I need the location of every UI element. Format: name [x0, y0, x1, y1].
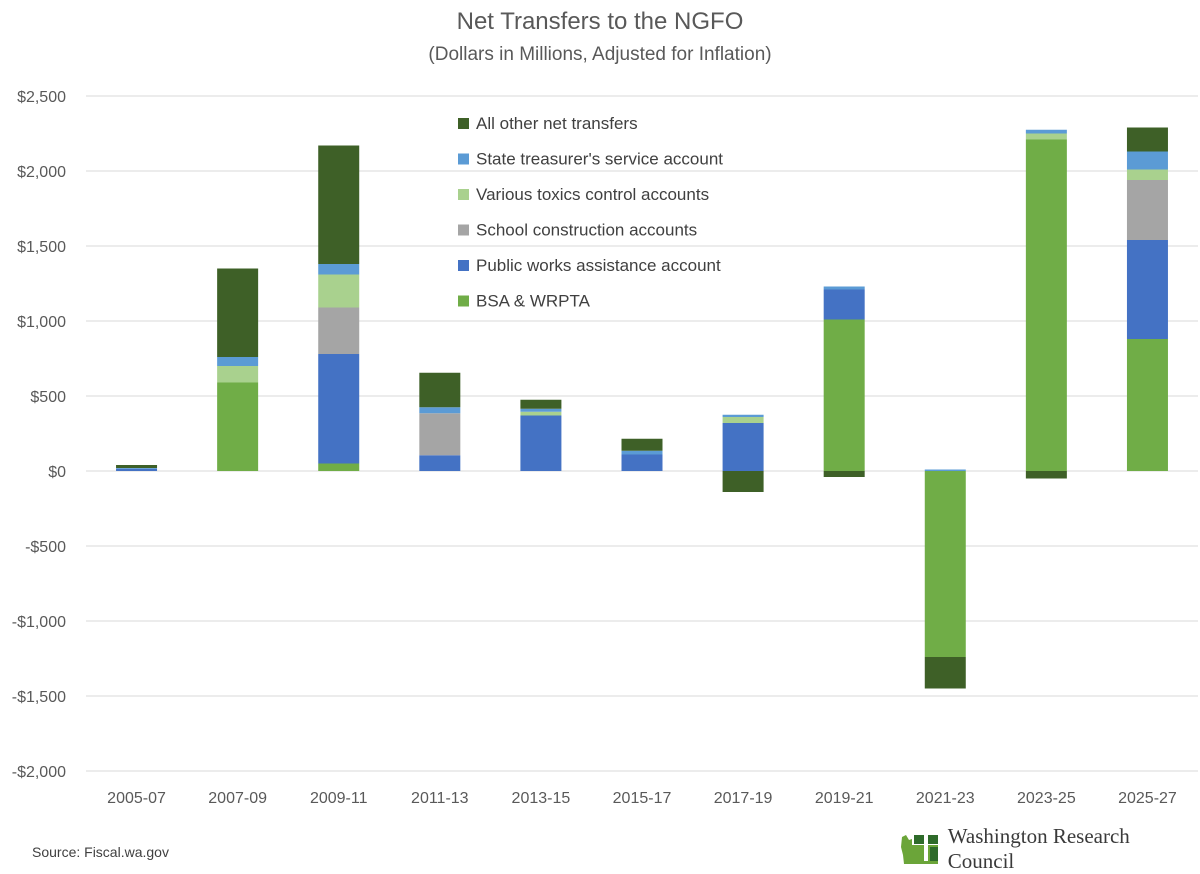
legend-swatch-bsa [458, 295, 469, 307]
legend-swatch-treasurer [458, 153, 469, 165]
y-tick-label: -$2,000 [12, 764, 66, 781]
bar-segment-toxics-2017-19 [722, 417, 764, 423]
y-tick-label: $2,000 [17, 164, 66, 181]
bar-segment-bsa-2023-25 [1025, 139, 1067, 471]
y-tick-label: -$1,000 [12, 614, 66, 631]
legend-swatch-other [458, 118, 469, 129]
bar-segment-school-2011-13 [419, 413, 461, 456]
bar-segment-treasurer-2009-11 [318, 264, 360, 275]
bar-segment-school-2009-11 [318, 307, 360, 354]
x-tick-label: 2023-25 [1017, 790, 1076, 807]
bar-segment-treasurer-2015-17 [621, 450, 663, 455]
bar-segment-other-2017-19 [722, 471, 764, 492]
bar-segment-public_works-2009-11 [318, 354, 360, 464]
x-tick-label: 2021-23 [916, 790, 975, 807]
x-tick-label: 2007-09 [208, 790, 267, 807]
y-tick-label: $2,500 [17, 89, 66, 106]
bar-segment-other-2019-21 [823, 471, 865, 477]
legend-label-bsa: BSA & WRPTA [476, 292, 591, 311]
bar-segment-treasurer-2025-27 [1126, 151, 1168, 170]
bar-segment-other-2025-27 [1126, 127, 1168, 152]
bar-segment-other-2013-15 [520, 399, 562, 409]
bar-segment-treasurer-2021-23 [924, 469, 966, 471]
x-tick-label: 2009-11 [310, 790, 368, 807]
bar-segment-public_works-2011-13 [419, 455, 461, 471]
chart-title: Net Transfers to the NGFO [456, 8, 744, 35]
washington-state-icon [901, 835, 938, 864]
bar-segment-treasurer-2005-07 [116, 468, 158, 469]
bar-segment-toxics-2025-27 [1126, 169, 1168, 180]
legend-swatch-school [458, 224, 469, 236]
bar-segment-other-2005-07 [116, 465, 158, 468]
y-tick-label: -$500 [25, 539, 66, 556]
y-tick-label: $1,000 [17, 314, 66, 331]
bar-segment-treasurer-2023-25 [1025, 129, 1067, 134]
x-tick-label: 2005-07 [107, 790, 166, 807]
y-tick-label: -$1,500 [12, 689, 66, 706]
bar-segment-toxics-2013-15 [520, 411, 562, 416]
y-tick-label: $0 [48, 464, 66, 481]
bar-segment-treasurer-2019-21 [823, 286, 865, 290]
x-tick-label: 2025-27 [1118, 790, 1177, 807]
bar-segment-public_works-2015-17 [621, 454, 663, 471]
bar-segment-bsa-2007-09 [217, 382, 259, 471]
source-note: Source: Fiscal.wa.gov [32, 844, 169, 860]
bar-segment-other-2021-23 [924, 657, 966, 689]
bar-segment-public_works-2025-27 [1126, 240, 1168, 339]
bar-segment-other-2015-17 [621, 438, 663, 451]
legend-swatch-toxics [458, 189, 469, 200]
x-tick-label: 2019-21 [815, 790, 874, 807]
bar-segment-public_works-2013-15 [520, 415, 562, 471]
bar-segment-toxics-2023-25 [1025, 133, 1067, 140]
bar-segment-toxics-2007-09 [217, 366, 259, 383]
legend-label-public_works: Public works assistance account [476, 256, 721, 275]
bar-segment-bsa-2019-21 [823, 319, 865, 471]
x-tick-label: 2013-15 [512, 790, 571, 807]
bar-segment-other-2011-13 [419, 372, 461, 408]
legend-label-toxics: Various toxics control accounts [476, 185, 709, 204]
bar-segment-public_works-2019-21 [823, 289, 865, 320]
bar-segment-toxics-2009-11 [318, 274, 360, 308]
bar-segment-bsa-2021-23 [924, 471, 966, 657]
bar-segment-public_works-2017-19 [722, 423, 764, 471]
y-tick-label: $500 [30, 389, 66, 406]
wrc-logo: Washington Research Council [900, 824, 1200, 873]
x-tick-label: 2011-13 [411, 790, 469, 807]
bar-segment-treasurer-2017-19 [722, 414, 764, 417]
bar-segment-public_works-2005-07 [116, 468, 158, 471]
bar-segment-bsa-2025-27 [1126, 339, 1168, 471]
bar-segment-other-2009-11 [318, 145, 360, 264]
legend-label-school: School construction accounts [476, 221, 697, 240]
legend-label-treasurer: State treasurer's service account [476, 150, 723, 169]
legend-label-other: All other net transfers [476, 114, 638, 133]
bar-segment-other-2007-09 [217, 268, 259, 357]
bar-segment-school-2025-27 [1126, 180, 1168, 240]
chart-subtitle: (Dollars in Millions, Adjusted for Infla… [428, 44, 772, 65]
x-tick-label: 2015-17 [613, 790, 672, 807]
bar-segment-bsa-2009-11 [318, 463, 360, 471]
logo-text: Washington Research Council [947, 824, 1130, 873]
bar-segment-treasurer-2013-15 [520, 408, 562, 412]
bar-segment-other-2023-25 [1025, 471, 1067, 479]
y-tick-label: $1,500 [17, 239, 66, 256]
x-tick-label: 2017-19 [714, 790, 773, 807]
legend-swatch-public_works [458, 260, 469, 271]
bar-segment-treasurer-2011-13 [419, 407, 461, 414]
bar-segment-treasurer-2007-09 [217, 357, 259, 366]
